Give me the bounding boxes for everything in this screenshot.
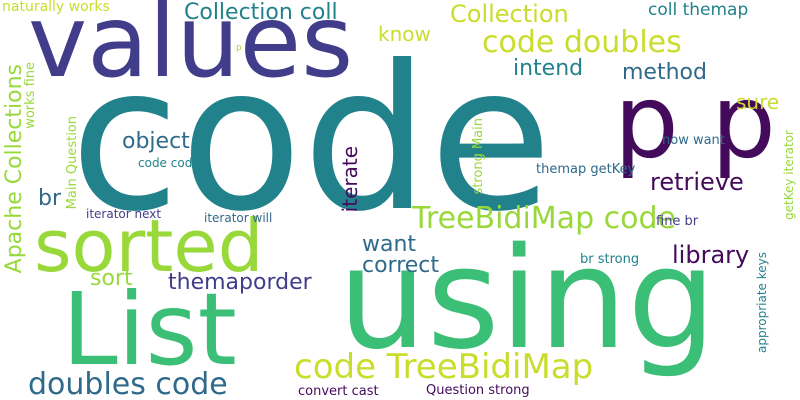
- word-naturally-works: naturally works: [2, 0, 110, 15]
- word-know: know: [378, 22, 431, 46]
- word-code-treebidimap: code TreeBidiMap: [294, 347, 594, 387]
- word-iterate: iterate: [338, 146, 362, 213]
- word-now-want: now want: [662, 133, 725, 148]
- word-retrieve: retrieve: [650, 168, 744, 196]
- word-values: values: [28, 0, 354, 100]
- word-method: method: [622, 60, 707, 85]
- word-coll-themap: coll themap: [648, 0, 749, 20]
- word-object: object: [122, 129, 190, 154]
- word-sort: sort: [90, 266, 133, 291]
- word-convert-cast: convert cast: [298, 384, 379, 399]
- word-want: want: [362, 232, 417, 257]
- word-list: List: [62, 271, 237, 388]
- word-p-p: p p: [614, 63, 776, 182]
- word-question-strong: Question strong: [426, 383, 530, 398]
- word-code: code: [70, 23, 553, 256]
- word-code-code: code code: [138, 156, 200, 170]
- word-using: using: [338, 218, 717, 381]
- word-main-question: Main Question: [65, 116, 80, 210]
- word-fine-br: fine br: [656, 214, 699, 229]
- word-collection-coll: Collection coll: [184, 0, 338, 25]
- word-works-fine: works fine: [23, 62, 38, 129]
- word-themaporder: themaporder: [168, 270, 312, 295]
- word-library: library: [672, 241, 750, 269]
- word-intend: intend: [513, 56, 584, 81]
- word-sure: sure: [736, 90, 780, 114]
- word-br-strong: br strong: [580, 252, 640, 267]
- word-sorted: sorted: [34, 204, 264, 288]
- word-getkey-iterator: getKey iterator: [782, 130, 796, 220]
- word-treebidimap-code: TreeBidiMap code: [412, 201, 676, 236]
- word-p-small: p: [236, 43, 242, 53]
- word-correct: correct: [362, 253, 440, 278]
- word-doubles-code: doubles code: [28, 367, 228, 400]
- word-appropriate-keys: appropriate keys: [755, 252, 769, 353]
- word-iterator-next: iterator next: [86, 207, 162, 221]
- word-themap-getkey: themap getKey: [536, 162, 636, 177]
- word-collection: Collection: [450, 0, 569, 28]
- word-br-left: br: [38, 186, 62, 211]
- word-code-doubles: code doubles: [482, 25, 682, 60]
- word-strong-main: strong Main: [471, 118, 486, 195]
- word-iterator-will: iterator will: [204, 211, 273, 225]
